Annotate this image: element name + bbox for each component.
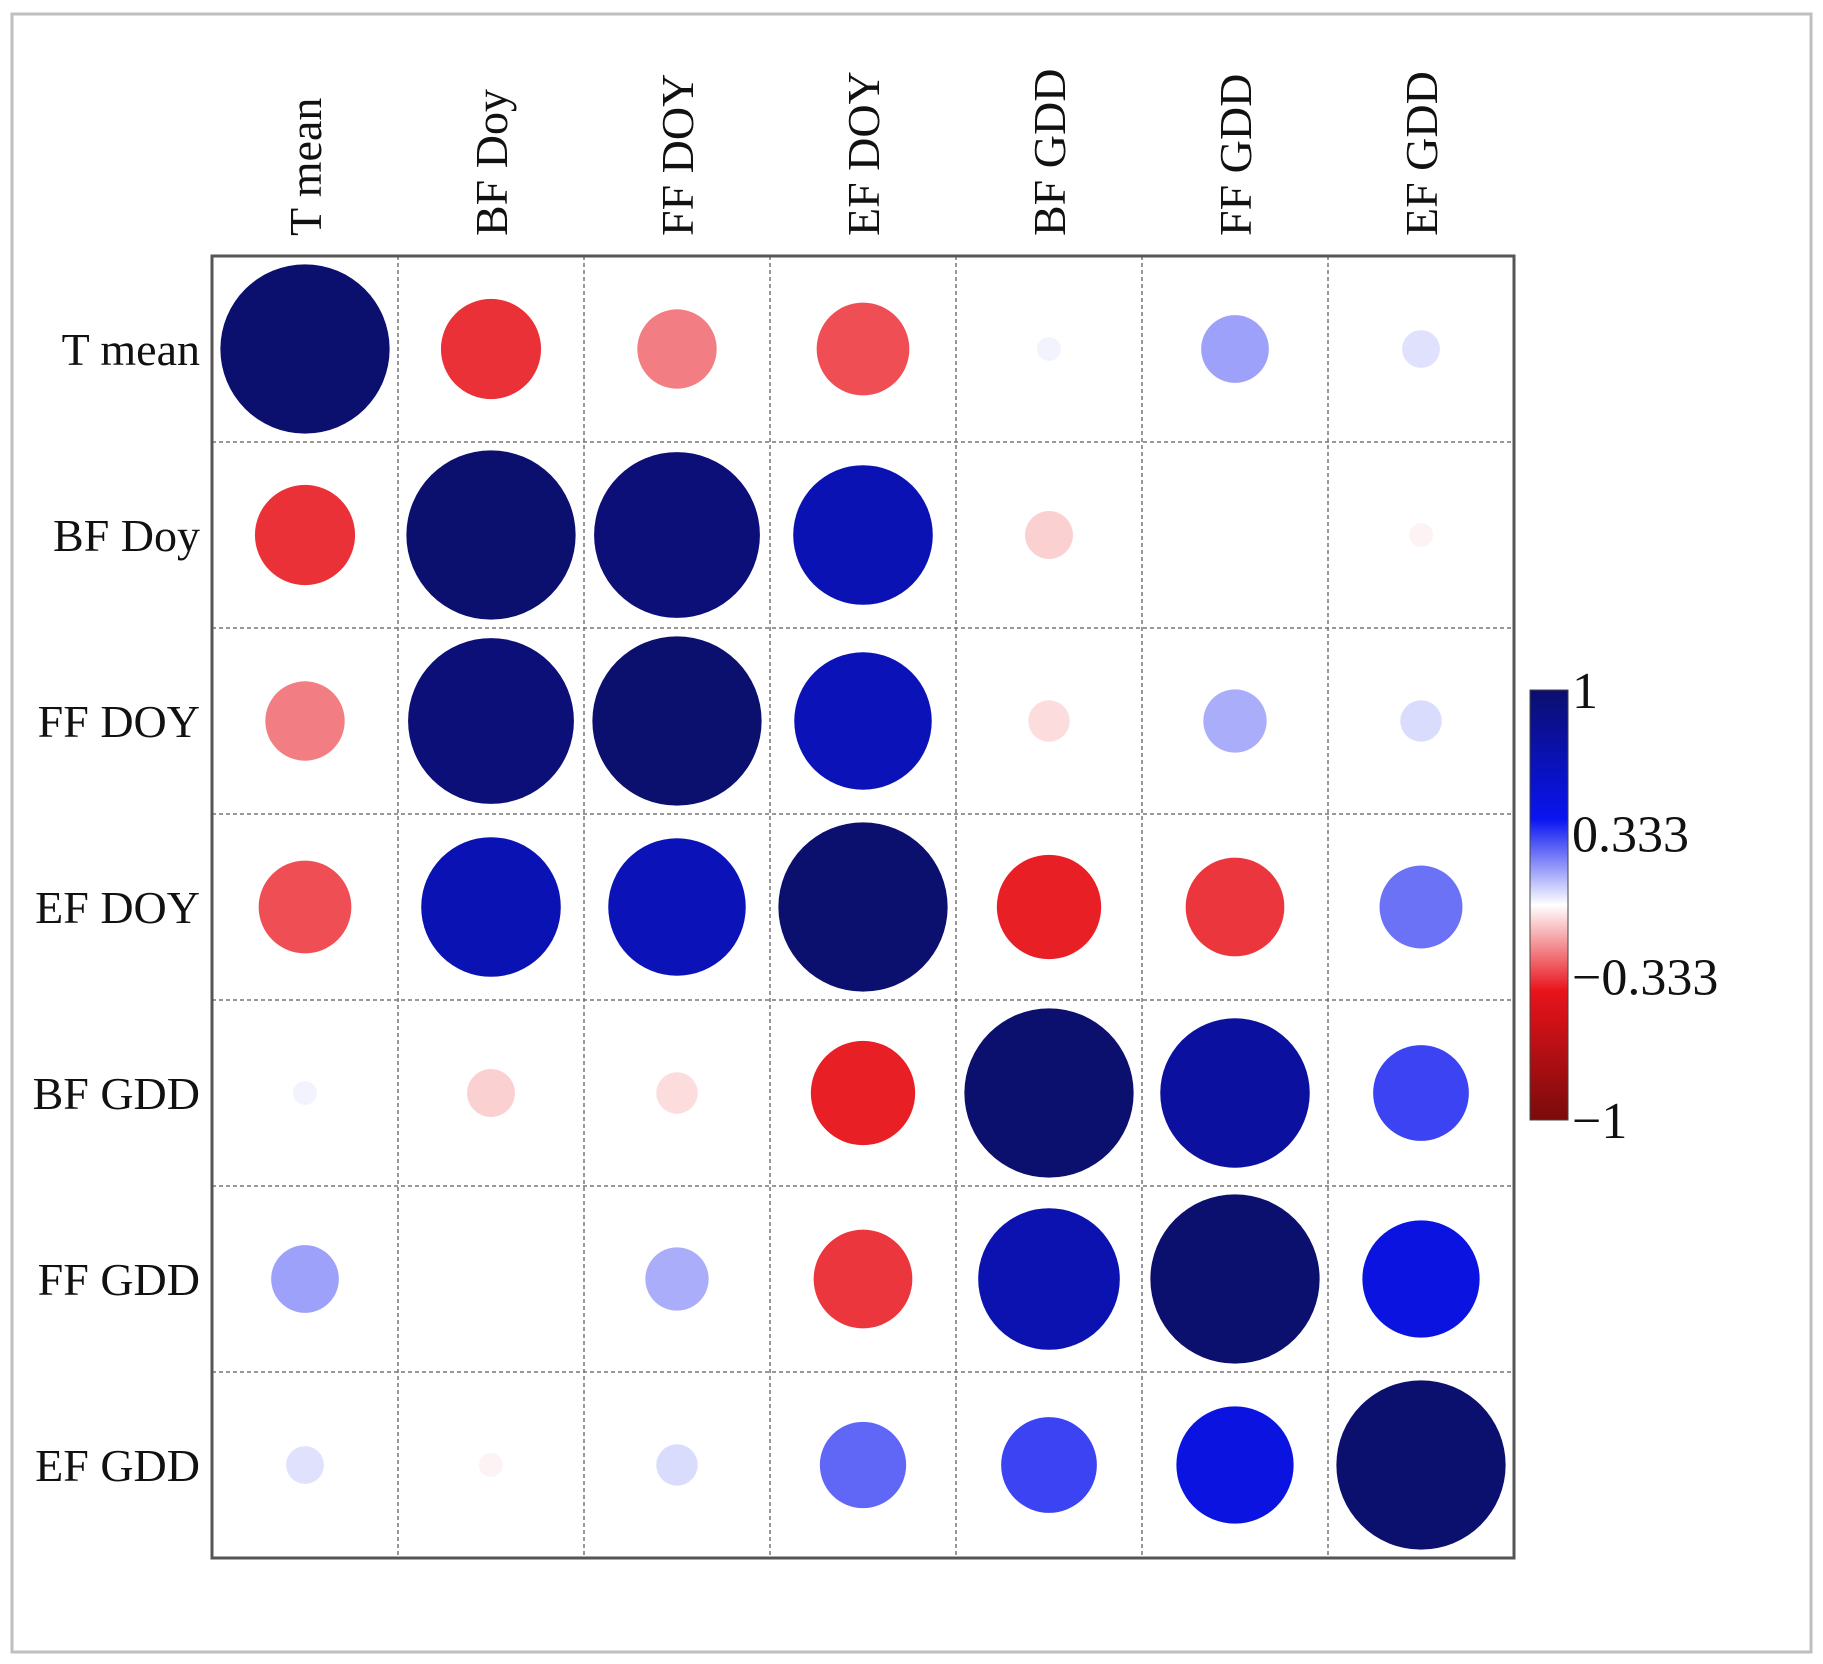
corr-circle-1-3 xyxy=(637,309,717,389)
column-labels: T mean BF Doy FF DOY EF DOY BF GDD FF GDD EF G… xyxy=(280,69,1447,236)
corr-circle-1-4 xyxy=(816,302,910,396)
row-label: BF GDD xyxy=(33,1068,200,1119)
corr-circle-6-4 xyxy=(813,1229,913,1329)
color-legend: 1 0.333 −0.333 −1 xyxy=(1529,663,1718,1150)
row-label: FF DOY xyxy=(38,696,200,747)
row-label: EF GDD xyxy=(35,1440,200,1491)
corr-circle-3-2 xyxy=(408,638,574,804)
corr-circle-4-3 xyxy=(608,838,746,976)
column-label: T mean xyxy=(280,98,331,236)
colorbar xyxy=(1529,689,1569,1121)
corr-circle-7-1 xyxy=(286,1446,324,1484)
row-label: FF GDD xyxy=(38,1254,200,1305)
corr-circle-4-2 xyxy=(421,837,561,977)
corr-circle-2-1 xyxy=(254,484,356,586)
corr-circle-3-7 xyxy=(1400,700,1442,742)
corr-circle-1-5 xyxy=(1037,337,1061,361)
row-label: BF Doy xyxy=(53,510,200,561)
corr-circle-4-6 xyxy=(1185,857,1285,957)
corr-circle-3-3 xyxy=(592,636,762,806)
corr-circle-5-3 xyxy=(656,1072,698,1114)
corr-circle-1-1 xyxy=(220,264,390,434)
row-label: EF DOY xyxy=(35,882,200,933)
corr-circle-7-2 xyxy=(479,1453,503,1477)
column-label: FF DOY xyxy=(652,74,703,236)
corr-circle-3-5 xyxy=(1028,700,1070,742)
corr-circle-5-4 xyxy=(810,1040,916,1146)
corr-circle-5-7 xyxy=(1373,1045,1469,1141)
corr-circle-5-2 xyxy=(467,1069,515,1117)
corr-circle-7-4 xyxy=(819,1421,907,1509)
corr-circle-4-1 xyxy=(258,860,352,954)
corr-circle-7-6 xyxy=(1176,1406,1294,1524)
corr-circle-6-6 xyxy=(1150,1194,1320,1364)
corr-circle-5-5 xyxy=(964,1008,1134,1178)
corr-circle-3-1 xyxy=(265,681,345,761)
corr-circle-7-5 xyxy=(1001,1417,1097,1513)
corr-circle-7-3 xyxy=(656,1444,698,1486)
colorbar-tick-label: 0.333 xyxy=(1572,806,1689,863)
corr-circle-2-7 xyxy=(1409,523,1433,547)
corr-circle-3-6 xyxy=(1203,689,1267,753)
colorbar-ticks: 1 0.333 −0.333 −1 xyxy=(1572,663,1718,1150)
corr-circle-6-5 xyxy=(978,1208,1120,1350)
colorbar-tick-label: −0.333 xyxy=(1572,950,1718,1007)
corr-circle-1-7 xyxy=(1402,330,1440,368)
matrix-grid xyxy=(212,256,1514,1558)
corr-circle-1-2 xyxy=(440,298,542,400)
row-labels: T mean BF Doy FF DOY EF DOY BF GDD FF GDD EF G… xyxy=(33,324,200,1491)
column-label: EF GDD xyxy=(1396,71,1447,236)
corr-circle-5-1 xyxy=(293,1081,317,1105)
column-label: EF DOY xyxy=(838,71,889,236)
corr-circle-2-4 xyxy=(793,465,933,605)
correlation-circles xyxy=(220,264,1506,1550)
column-label: BF Doy xyxy=(466,89,517,236)
corr-circle-7-7 xyxy=(1336,1380,1506,1550)
column-label: FF GDD xyxy=(1210,74,1261,236)
corr-circle-4-5 xyxy=(996,854,1102,960)
corr-circle-4-7 xyxy=(1379,865,1463,949)
corr-circle-2-2 xyxy=(406,450,576,620)
matrix-border xyxy=(210,254,1516,1560)
corr-circle-6-1 xyxy=(271,1245,339,1313)
corr-circle-1-6 xyxy=(1201,315,1269,383)
corr-circle-5-6 xyxy=(1160,1018,1310,1168)
corr-circle-4-4 xyxy=(778,822,948,992)
row-label: T mean xyxy=(62,324,200,375)
corr-circle-3-4 xyxy=(794,652,932,790)
column-label: BF GDD xyxy=(1024,69,1075,236)
colorbar-tick-label: −1 xyxy=(1572,1093,1627,1150)
corr-circle-6-7 xyxy=(1362,1220,1480,1338)
corr-circle-6-3 xyxy=(645,1247,709,1311)
colorbar-tick-label: 1 xyxy=(1572,663,1598,720)
corr-circle-2-5 xyxy=(1025,511,1073,559)
corr-circle-2-3 xyxy=(594,452,760,618)
